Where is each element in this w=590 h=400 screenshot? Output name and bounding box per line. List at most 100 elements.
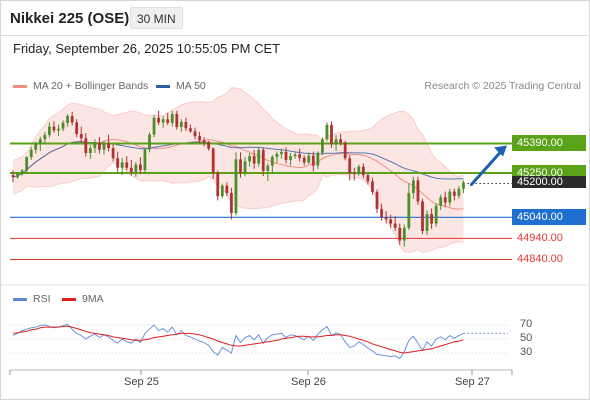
- candle-body: [389, 219, 393, 224]
- candle-body: [443, 197, 447, 203]
- candle-body: [402, 227, 406, 241]
- candle-body: [111, 148, 115, 159]
- candle-body: [134, 164, 138, 172]
- rsi-ma-label: 9MA: [82, 293, 104, 305]
- candle-body: [316, 152, 320, 166]
- candle-body: [439, 197, 443, 206]
- ma50-label: MA 50: [176, 80, 206, 92]
- candle-body: [284, 151, 288, 160]
- candle-body: [125, 162, 129, 168]
- candle-body: [102, 143, 106, 150]
- candle-body: [243, 161, 247, 174]
- candle-body: [230, 193, 233, 214]
- forecast-arrow-head: [494, 145, 507, 157]
- candle-body: [430, 214, 433, 224]
- candle-body: [25, 157, 29, 171]
- candle-body: [175, 113, 179, 128]
- candle-body: [202, 140, 206, 143]
- rsi-line: [12, 323, 464, 360]
- candle-body: [107, 143, 110, 149]
- candle-body: [375, 191, 379, 209]
- rsi-level-50: 50: [520, 332, 533, 344]
- candle-body: [139, 164, 142, 171]
- candle-body: [302, 157, 306, 163]
- candle-body: [266, 165, 270, 171]
- candle-body: [11, 175, 15, 178]
- timestamp: Friday, September 26, 2025 10:55:05 PM C…: [13, 41, 281, 56]
- candle-body: [261, 149, 265, 171]
- level-label-pivot: 45040.00: [512, 209, 586, 226]
- rsi-swatch: [13, 297, 27, 301]
- level-label-r2: 45390.00: [512, 135, 586, 152]
- chart-header: Nikkei 225 (OSE) 30 MIN: [0, 0, 588, 36]
- candle-body: [421, 201, 424, 231]
- rsi-level-70: 70: [520, 318, 533, 330]
- candle-body: [334, 139, 338, 144]
- candle-body: [330, 124, 333, 144]
- legend-ma50: MA 50: [156, 80, 206, 92]
- candle-body: [452, 191, 456, 196]
- candle-body: [16, 173, 19, 178]
- candle-body: [29, 149, 33, 158]
- legend-rsi: RSI: [13, 293, 51, 305]
- candle-body: [412, 180, 415, 194]
- candle-body: [275, 154, 279, 157]
- rsi-ma-line: [12, 325, 464, 354]
- level-label-last-price: 45200.00: [512, 176, 586, 188]
- candle-body: [57, 128, 60, 131]
- candle-body: [84, 138, 88, 153]
- rsi-layer: [10, 323, 508, 360]
- candle-body: [211, 148, 215, 174]
- candle-body: [148, 134, 151, 150]
- candle-body: [280, 151, 283, 155]
- candle-body: [66, 116, 69, 123]
- candle-body: [116, 158, 120, 168]
- rsi-level-30: 30: [520, 346, 533, 358]
- candle-body: [161, 119, 165, 123]
- candle-body: [343, 142, 347, 159]
- candle-body: [321, 139, 324, 153]
- candle-body: [143, 149, 147, 171]
- candle-body: [448, 191, 452, 203]
- candle-body: [152, 117, 156, 135]
- candle-body: [407, 193, 411, 228]
- candle-body: [166, 119, 170, 123]
- candle-body: [179, 121, 183, 128]
- candle-body: [257, 149, 261, 164]
- candle-body: [61, 122, 65, 129]
- candle-body: [43, 135, 47, 140]
- candle-body: [75, 122, 79, 135]
- candle-body: [184, 121, 188, 129]
- legend-9ma: 9MA: [62, 293, 104, 305]
- candle-body: [393, 223, 397, 228]
- instrument-title: Nikkei 225 (OSE): [10, 10, 130, 27]
- ma50-swatch: [156, 84, 170, 88]
- candle-body: [93, 142, 97, 149]
- candle-body: [307, 155, 311, 163]
- x-tick-label: Sep 27: [455, 376, 490, 388]
- candle-body: [311, 155, 315, 166]
- candle-body: [252, 156, 256, 164]
- candle-body: [293, 154, 297, 157]
- rsi-ma-swatch: [62, 297, 76, 301]
- candle-body: [98, 142, 101, 150]
- candle-body: [289, 156, 292, 160]
- timeframe-badge[interactable]: 30 MIN: [130, 7, 183, 29]
- candle-body: [298, 154, 302, 158]
- candle-body: [398, 227, 402, 241]
- candle-body: [384, 217, 388, 220]
- candles-layer: [11, 110, 465, 247]
- candle-body: [157, 117, 160, 123]
- candle-body: [207, 142, 211, 149]
- level-label-s1: 44940.00: [517, 232, 563, 245]
- candle-body: [88, 148, 92, 153]
- bollinger-upper-line: [12, 87, 464, 178]
- candle-body: [425, 214, 429, 231]
- bollinger-band-layer: [12, 87, 464, 254]
- candle-body: [352, 173, 356, 175]
- candle-body: [198, 136, 201, 141]
- candle-body: [220, 185, 224, 197]
- candle-body: [70, 116, 74, 123]
- candle-body: [371, 181, 374, 192]
